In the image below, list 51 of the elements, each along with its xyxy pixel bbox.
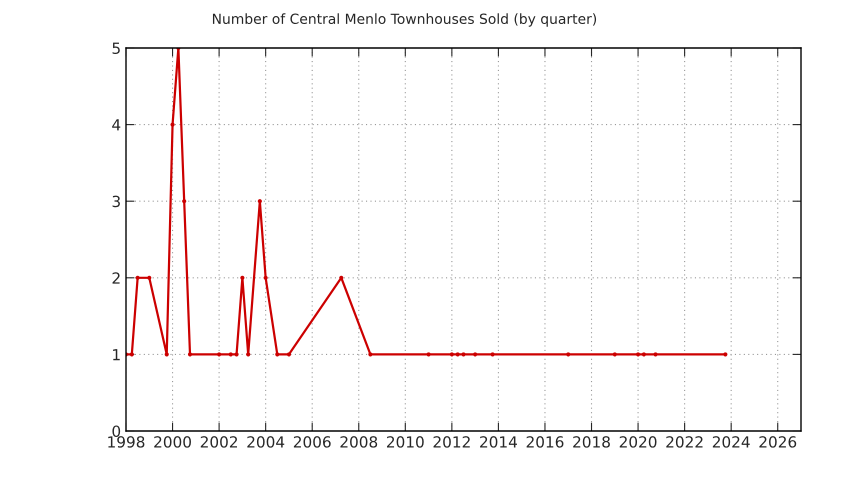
x-tick-label: 2022 bbox=[666, 436, 703, 448]
point bbox=[182, 199, 186, 204]
point bbox=[164, 352, 169, 356]
point bbox=[368, 352, 372, 356]
x-tick-label: 2026 bbox=[759, 436, 796, 448]
y-tick-label: 2 bbox=[112, 272, 120, 284]
point bbox=[240, 276, 244, 280]
x-tick-label: 2004 bbox=[247, 436, 284, 448]
x-tick-label: 2000 bbox=[154, 436, 191, 448]
point bbox=[228, 352, 233, 356]
x-tick-label: 2020 bbox=[620, 436, 656, 448]
point bbox=[170, 122, 175, 127]
point bbox=[264, 276, 268, 280]
point bbox=[456, 352, 460, 356]
chart-title: Number of Central Menlo Townhouses Sold (by quarter) bbox=[212, 13, 596, 27]
x-tick-label: 2008 bbox=[340, 436, 378, 448]
x-tick-label: 2018 bbox=[573, 436, 610, 448]
x-tick-label: 2014 bbox=[480, 436, 517, 448]
point bbox=[490, 352, 495, 356]
point bbox=[136, 276, 140, 280]
point bbox=[147, 276, 152, 280]
point bbox=[450, 352, 454, 356]
point bbox=[612, 352, 617, 356]
point bbox=[566, 352, 570, 356]
y-tick-label: 5 bbox=[112, 42, 120, 54]
point bbox=[130, 352, 134, 356]
point bbox=[461, 352, 466, 356]
point bbox=[473, 352, 478, 356]
point bbox=[275, 352, 280, 356]
x-tick-label: 2024 bbox=[712, 436, 750, 448]
point bbox=[723, 352, 728, 356]
x-tick-label: 2010 bbox=[386, 436, 424, 448]
point bbox=[234, 352, 239, 356]
x-tick-label: 2002 bbox=[200, 436, 238, 448]
x-tick-label: 1998 bbox=[108, 436, 144, 448]
point bbox=[286, 352, 292, 356]
y-tick-label: 4 bbox=[112, 119, 120, 130]
point bbox=[217, 352, 222, 356]
point bbox=[653, 352, 658, 356]
point bbox=[246, 352, 250, 356]
y-tick-label: 0 bbox=[112, 425, 120, 438]
x-tick-label: 2012 bbox=[434, 436, 470, 448]
y-tick-label: 1 bbox=[113, 349, 120, 360]
point bbox=[258, 199, 262, 204]
point bbox=[188, 352, 192, 356]
x-tick-label: 2016 bbox=[526, 436, 564, 448]
y-tick-label: 3 bbox=[112, 196, 120, 208]
point bbox=[642, 352, 646, 356]
x-tick-label: 2006 bbox=[294, 436, 331, 448]
point bbox=[426, 352, 431, 356]
point bbox=[636, 352, 640, 356]
